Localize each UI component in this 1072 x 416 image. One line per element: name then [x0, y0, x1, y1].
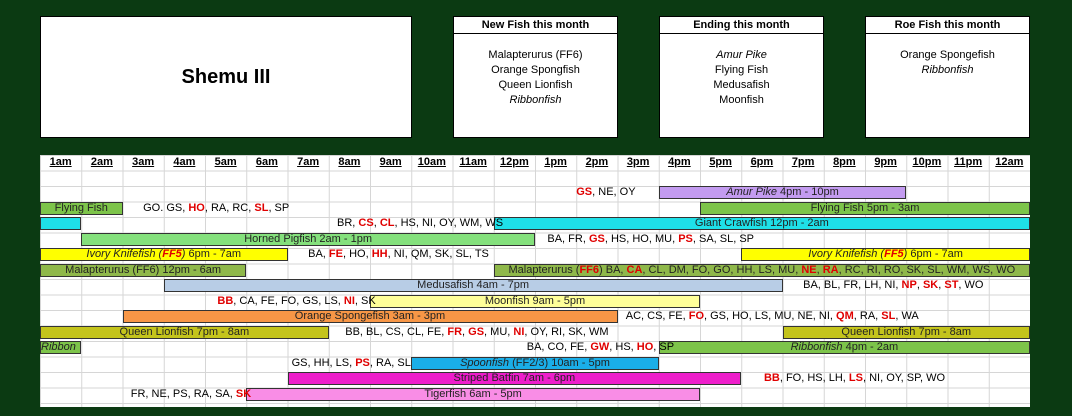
hour-header: 10pm — [912, 156, 942, 168]
hour-header: 12am — [995, 156, 1024, 168]
fish-bar: Orange Spongefish 3am - 3pm — [122, 310, 618, 323]
fish-bar: Striped Batfin 7am - 6pm — [287, 372, 742, 385]
fish-bar: Amur Pike 4pm - 10pm — [658, 186, 907, 199]
title-box: Shemu III — [40, 16, 412, 138]
hour-header: 8pm — [833, 156, 856, 168]
fish-bar: Tigerfish 6am - 5pm — [246, 387, 700, 401]
fish-bar: Ivory Knifefish (FF5) 6pm - 7am — [40, 248, 288, 261]
location-codes: GS, HH, LS, PS, RA, SL — [291, 356, 411, 369]
ending-fish-item: Flying Fish — [714, 64, 769, 76]
location-codes: BA, FE, HO, HH, NI, QM, SK, SL, TS — [308, 248, 489, 260]
ending-fish-item: Moonfish — [719, 94, 764, 106]
hour-header: 11pm — [954, 156, 983, 168]
hour-header: 10am — [417, 156, 446, 168]
hour-header: 4pm — [668, 156, 691, 168]
location-codes: BA, CO, FE, GW, HS, HO, SP — [526, 341, 675, 353]
hour-header: 1pm — [544, 156, 567, 168]
hour-header: 2am — [90, 156, 113, 168]
roe-fish-panel: Roe Fish this month Orange Spongefish Ri… — [865, 16, 1030, 138]
hour-header: 2pm — [585, 156, 609, 168]
hour-header: 6am — [255, 156, 278, 168]
location-codes: BB, CA, FE, FO, GS, LS, NI, SK — [217, 294, 376, 307]
fish-bar: Queen Lionfish 7pm - 8am — [40, 325, 329, 339]
hour-header: 3pm — [626, 156, 650, 168]
hour-header: 6pm — [750, 156, 774, 168]
hour-header: 8am — [338, 156, 361, 168]
location-codes: BB, FO, HS, LH, LS, NI, OY, SP, WO — [763, 372, 946, 384]
new-fish-item: Queen Lionfish — [498, 79, 573, 91]
ending-fish-item: Amur Pike — [716, 49, 767, 61]
page-title: Shemu III — [181, 65, 271, 88]
new-fish-item: Orange Spongfish — [491, 64, 580, 76]
location-codes: BA, FR, GS, HS, HO, MU, PS, SA, SL, SP — [547, 232, 755, 245]
new-fish-panel: New Fish this month Malapterurus (FF6) O… — [453, 16, 618, 138]
fish-bar: Horned Pigfish 2am - 1pm — [81, 232, 535, 246]
location-codes: AC, CS, FE, FO, GS, HO, LS, MU, NE, NI, … — [625, 310, 919, 322]
hour-header: 7pm — [791, 156, 815, 168]
hour-header: 5pm — [709, 156, 732, 168]
fish-bar — [40, 217, 82, 230]
hour-header: 12pm — [500, 156, 529, 168]
fish-bar: Flying Fish 5pm - 3am — [700, 201, 1030, 215]
fish-bar: Malapterurus (FF6) 12pm - 6am — [40, 263, 247, 277]
new-fish-item: Malapterurus (FF6) — [488, 49, 583, 61]
schedule-grid: 1am 2am 3am 4am 5am 6am 7am 8am 9am 10am 11am 12pm 1… — [40, 155, 1030, 407]
hour-header: 5am — [214, 156, 237, 168]
roe-fish-heading: Roe Fish this month — [866, 17, 1029, 34]
location-codes: GS, NE, OY — [576, 186, 636, 198]
fish-bar: Flying Fish — [40, 201, 123, 215]
hour-header: 11am — [459, 156, 487, 168]
fish-bar: Ivory Knifefish (FF5) 6pm - 7am — [741, 248, 1030, 261]
hour-header: 4am — [173, 156, 196, 168]
new-fish-item: Ribbonfish — [509, 94, 562, 106]
hour-header: 7am — [297, 156, 320, 168]
location-codes: BA, BL, FR, LH, NI, NP, SK, ST, WO — [803, 279, 984, 291]
ending-fish-heading: Ending this month — [660, 17, 823, 34]
hour-header: 9am — [379, 156, 402, 168]
location-codes: BR, CS, CL, HS, NI, OY, WM, WS — [337, 217, 504, 229]
fish-bar: Ribbonfish 4pm - 2am — [658, 341, 1030, 354]
roe-fish-item: Ribbonfish — [921, 64, 974, 76]
fish-bar: Queen Lionfish 7pm - 8am — [782, 325, 1030, 339]
fish-bar: Giant Crawfish 12pm - 2am — [493, 217, 1030, 230]
hour-header: 9pm — [874, 156, 897, 168]
location-codes: BB, BL, CS, CL, FE, FR, GS, MU, NI, OY, … — [345, 325, 609, 338]
hour-header: 3am — [132, 156, 155, 168]
ending-fish-item: Medusafish — [713, 79, 770, 91]
ending-fish-panel: Ending this month Amur Pike Flying Fish … — [659, 16, 824, 138]
fish-bar: Malapterurus (FF6) BA, CA, CL, DM, FO, G… — [493, 263, 1030, 277]
roe-fish-item: Orange Spongefish — [900, 49, 995, 61]
fish-bar: Ribbon — [40, 341, 82, 354]
new-fish-heading: New Fish this month — [454, 17, 617, 34]
hour-header: 1am — [49, 156, 72, 168]
fish-bar: Moonfish 9am - 5pm — [370, 294, 700, 308]
location-codes: FR, NE, PS, RA, SA, SK — [130, 387, 252, 400]
location-codes: GO. GS, HO, RA, RC, SL, SP — [143, 201, 290, 214]
fish-bar: Medusafish 4am - 7pm — [163, 279, 783, 292]
fish-bar: Spoonfish (FF2/3) 10am - 5pm — [411, 356, 659, 370]
